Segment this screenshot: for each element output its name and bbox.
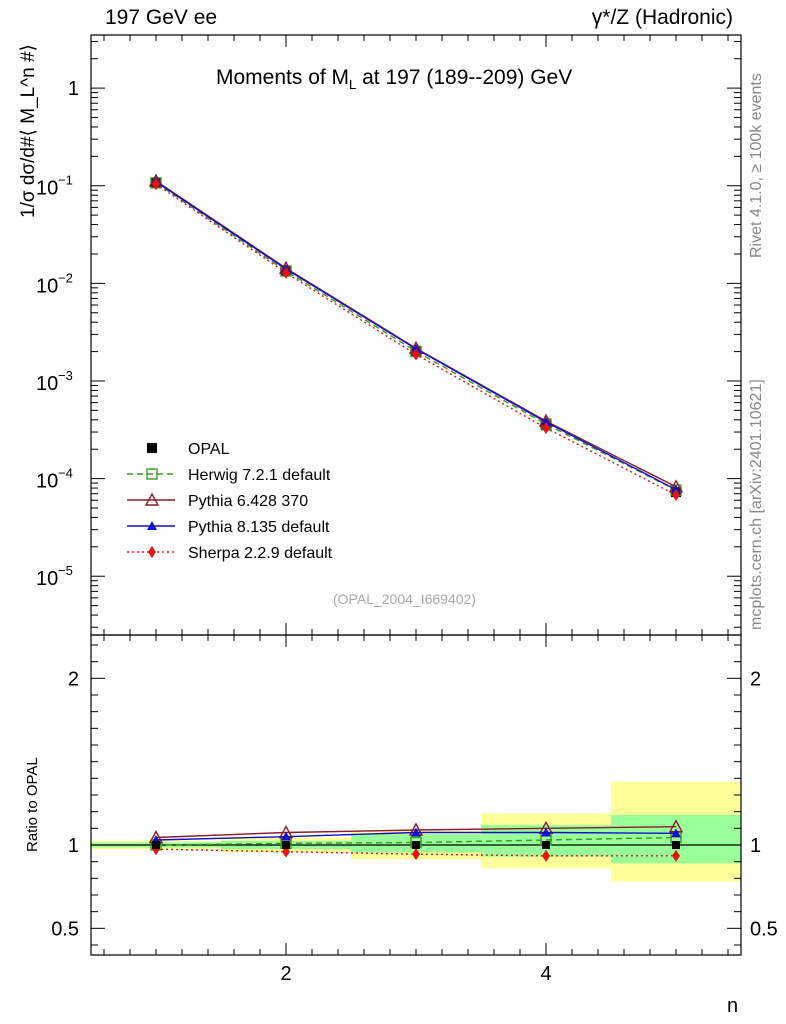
ratio-y-tick-label-right: 1 xyxy=(750,835,761,857)
legend-marker xyxy=(147,443,157,453)
y-tick-exponent: −3 xyxy=(58,368,73,383)
legend: OPAL Herwig 7.2.1 default Pythia 6.428 370… xyxy=(127,441,333,562)
header-right: γ*/Z (Hadronic) xyxy=(591,6,733,29)
y-tick-label: 10 xyxy=(36,178,58,200)
ratio-point xyxy=(541,827,551,837)
header-left: 197 GeV ee xyxy=(105,6,218,29)
y-tick-label: 10 xyxy=(36,568,58,590)
ratio-point xyxy=(542,849,550,862)
ratio-point xyxy=(411,827,421,837)
ratio-point xyxy=(671,828,681,838)
legend-marker xyxy=(144,492,160,506)
legend-marker xyxy=(147,521,157,530)
series-sherpa-2-2-9-default xyxy=(152,178,680,501)
ratio-point xyxy=(672,849,680,862)
ratio-series-opal xyxy=(152,841,680,849)
chart-title: Moments of ML at 197 (189--209) GeV xyxy=(216,66,572,92)
data-point xyxy=(541,417,551,427)
data-point xyxy=(542,421,550,434)
series-pythia-6-428-370 xyxy=(148,173,684,493)
main-y-axis: 110−110−210−310−410−5 xyxy=(36,41,741,628)
y-tick-exponent: −2 xyxy=(58,270,73,285)
ratio-point xyxy=(282,841,290,849)
x-tick-label: 2 xyxy=(280,963,291,985)
ratio-y-tick-label-left: 0.5 xyxy=(51,918,79,940)
watermark: (OPAL_2004_I669402) xyxy=(333,591,476,607)
ratio-point xyxy=(542,841,550,849)
series-line xyxy=(155,180,677,488)
ratio-y-tick-label-left: 2 xyxy=(68,668,79,690)
legend-label: Herwig 7.2.1 default xyxy=(188,467,331,484)
series-line xyxy=(155,182,677,491)
legend-marker xyxy=(148,546,156,558)
ratio-point xyxy=(672,841,680,849)
y-tick-label: 10 xyxy=(36,275,58,297)
ratio-y-tick-label-left: 1 xyxy=(68,835,79,857)
ratio-point xyxy=(152,841,160,849)
legend-marker xyxy=(146,468,158,480)
legend-label: OPAL xyxy=(188,441,230,458)
data-point xyxy=(672,488,680,501)
ratio-y-tick-label-right: 2 xyxy=(750,668,761,690)
legend-label: Pythia 6.428 370 xyxy=(188,493,308,510)
y-tick-exponent: −4 xyxy=(58,466,73,481)
y-tick-exponent: −1 xyxy=(58,173,73,188)
legend-label: Pythia 8.135 default xyxy=(188,519,330,536)
mcplots-label: mcplots.cern.ch [arXiv:2401.10621] xyxy=(748,379,765,630)
rivet-label: Rivet 4.1.0, ≥ 100k events xyxy=(748,73,765,258)
ratio-point xyxy=(412,848,420,861)
title-post: at 197 (189--209) GeV xyxy=(356,66,573,89)
series-line xyxy=(155,181,677,491)
series-herwig-7-2-1-default xyxy=(150,177,682,496)
series-pythia-8-135-default xyxy=(151,176,681,494)
y-tick-label: 1 xyxy=(68,78,79,100)
y-tick-exponent: −5 xyxy=(58,563,73,578)
ratio-y-axis: 0.5 0.5 1 1 2 2 xyxy=(51,644,778,946)
main-y-axis-label: 1/σ dσ/d#⟨ M_L^n #⟩ xyxy=(18,44,39,218)
x-tick-label: 4 xyxy=(540,963,551,985)
title-pre: Moments of M xyxy=(216,66,350,89)
y-tick-label: 10 xyxy=(36,471,58,493)
ratio-point xyxy=(281,831,291,841)
data-point xyxy=(411,343,421,353)
data-point xyxy=(152,178,160,191)
ratio-point xyxy=(412,841,420,849)
legend-label: Sherpa 2.2.9 default xyxy=(188,545,333,562)
ratio-y-tick-label-right: 0.5 xyxy=(750,918,778,940)
ratio-y-axis-label: Ratio to OPAL xyxy=(24,757,41,852)
title-sub: L xyxy=(349,77,357,93)
data-point xyxy=(412,348,420,361)
data-point xyxy=(282,266,290,279)
x-axis-label: n xyxy=(727,995,739,1017)
y-tick-label: 10 xyxy=(36,373,58,395)
